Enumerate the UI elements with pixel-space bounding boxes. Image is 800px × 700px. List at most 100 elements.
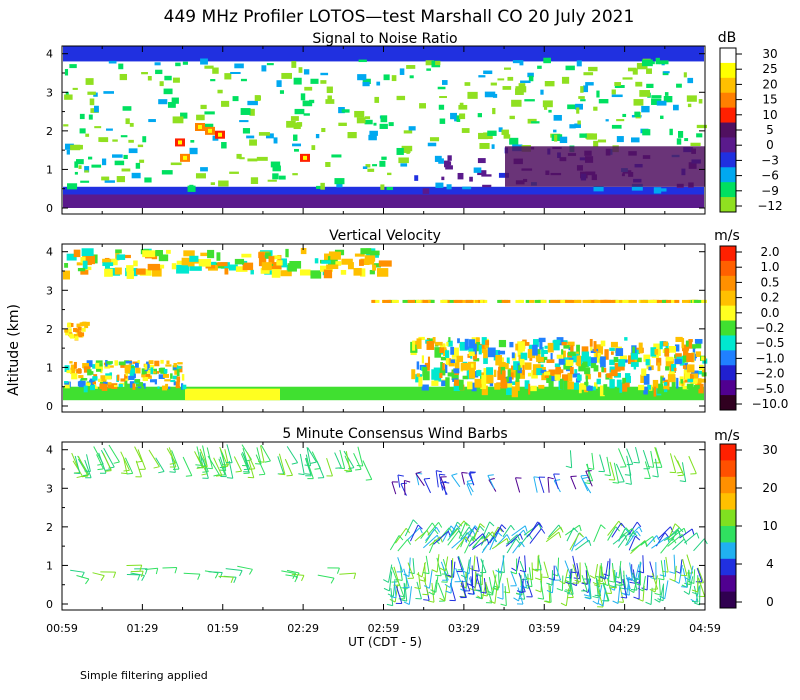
wind-barb bbox=[472, 535, 487, 549]
wind-barb bbox=[650, 562, 657, 580]
snr-cell bbox=[94, 126, 102, 129]
wind-barb bbox=[461, 472, 468, 485]
snr-cell bbox=[401, 145, 413, 152]
snr-cell bbox=[131, 172, 141, 179]
vv-colorbar-label: −0.5 bbox=[755, 336, 784, 350]
snr-cell bbox=[512, 60, 521, 64]
vv-cell bbox=[567, 352, 576, 362]
wind-barb bbox=[284, 458, 293, 477]
vv-cell bbox=[546, 375, 552, 383]
snr-colorbar-label: 0 bbox=[766, 138, 774, 152]
vv-cell bbox=[71, 373, 78, 380]
vv-cell bbox=[168, 386, 171, 390]
snr-cell bbox=[196, 114, 205, 121]
wind-barb bbox=[258, 445, 265, 463]
wind-barb bbox=[73, 455, 81, 475]
vv-colorbar-label: 0.2 bbox=[760, 291, 779, 305]
vv-cell bbox=[481, 337, 487, 345]
vv-cell bbox=[585, 375, 588, 387]
snr-cell bbox=[477, 113, 483, 118]
vv-cell bbox=[360, 268, 366, 277]
snr-cell bbox=[175, 62, 181, 67]
snr-colorbar-swatch bbox=[720, 92, 736, 109]
snr-colorbar-label: 25 bbox=[762, 62, 777, 76]
vv-cell bbox=[595, 351, 598, 358]
snr-cell bbox=[80, 180, 90, 183]
vv-cell bbox=[70, 334, 75, 339]
vv-cell bbox=[327, 256, 338, 265]
snr-cell bbox=[118, 63, 124, 70]
vv-cell bbox=[326, 264, 339, 270]
wind-barb bbox=[208, 571, 223, 579]
vv-colorbar-label: −5.0 bbox=[755, 382, 784, 396]
snr-cell bbox=[641, 105, 650, 113]
vv-cell bbox=[688, 339, 693, 343]
vv-cell bbox=[271, 269, 281, 278]
snr-cell bbox=[369, 130, 378, 136]
vv-cell bbox=[615, 299, 619, 303]
vv-cell bbox=[125, 383, 133, 391]
vv-cell bbox=[69, 323, 74, 328]
snr-cell bbox=[72, 87, 78, 90]
vv-cell bbox=[525, 299, 530, 303]
wind-barb bbox=[423, 555, 430, 575]
wind-barb bbox=[396, 557, 404, 573]
snr-cell bbox=[664, 92, 669, 96]
snr-cell bbox=[76, 159, 84, 165]
wind-barb bbox=[155, 457, 165, 474]
snr-cell bbox=[123, 154, 128, 160]
wind-barb bbox=[626, 448, 634, 466]
vv-cell bbox=[503, 299, 511, 303]
vv-cell bbox=[258, 252, 265, 259]
vv-cell bbox=[468, 351, 475, 357]
wind-barb bbox=[305, 457, 314, 480]
vv-cell bbox=[260, 268, 270, 274]
wind-barb bbox=[398, 583, 406, 600]
wind-barb bbox=[653, 446, 661, 464]
vv-cell bbox=[411, 369, 416, 380]
vv-cell bbox=[506, 386, 513, 396]
vv-cell bbox=[473, 347, 477, 355]
wind-barb bbox=[511, 556, 521, 572]
snr-cell bbox=[528, 75, 534, 82]
vv-cell bbox=[176, 260, 183, 265]
vv-cell bbox=[183, 250, 195, 257]
vv-cell bbox=[480, 299, 484, 303]
vv-cell bbox=[683, 346, 688, 356]
vv-cell bbox=[105, 375, 112, 380]
vv-cell bbox=[421, 355, 425, 364]
vv-cell bbox=[364, 255, 376, 262]
snr-cell bbox=[580, 99, 586, 102]
vv-cell bbox=[486, 374, 494, 384]
vv-cell bbox=[637, 357, 642, 363]
vv-cell bbox=[538, 299, 546, 303]
wind-barb bbox=[585, 470, 593, 487]
wind-barb bbox=[565, 450, 573, 469]
vv-cell bbox=[402, 299, 409, 303]
snr-cell bbox=[85, 78, 94, 85]
vv-cell bbox=[667, 374, 676, 383]
footnote: Simple filtering applied bbox=[80, 669, 208, 682]
vv-cell bbox=[495, 354, 503, 366]
vv-cell bbox=[518, 370, 526, 379]
vv-cell bbox=[652, 379, 659, 389]
wind-barb bbox=[679, 528, 695, 539]
snr-cell bbox=[303, 69, 310, 75]
figure-title: 449 MHz Profiler LOTOS—test Marshall CO … bbox=[164, 7, 635, 27]
vv-cell bbox=[372, 264, 377, 271]
vv-cell bbox=[674, 299, 680, 303]
snr-cell bbox=[383, 74, 390, 81]
wind-colorbar-swatch bbox=[720, 558, 736, 576]
vv-cell bbox=[701, 372, 707, 377]
snr-hot-cell bbox=[303, 155, 307, 160]
vv-cell bbox=[85, 266, 92, 271]
snr-cell bbox=[651, 98, 662, 105]
wind-barb bbox=[506, 538, 521, 554]
vv-cell bbox=[335, 261, 342, 266]
snr-cell bbox=[576, 107, 580, 114]
vv-cell bbox=[626, 375, 631, 384]
wind-barb bbox=[580, 474, 589, 492]
vv-cell bbox=[153, 371, 157, 374]
vv-cell bbox=[174, 368, 179, 375]
snr-cell bbox=[426, 68, 431, 71]
